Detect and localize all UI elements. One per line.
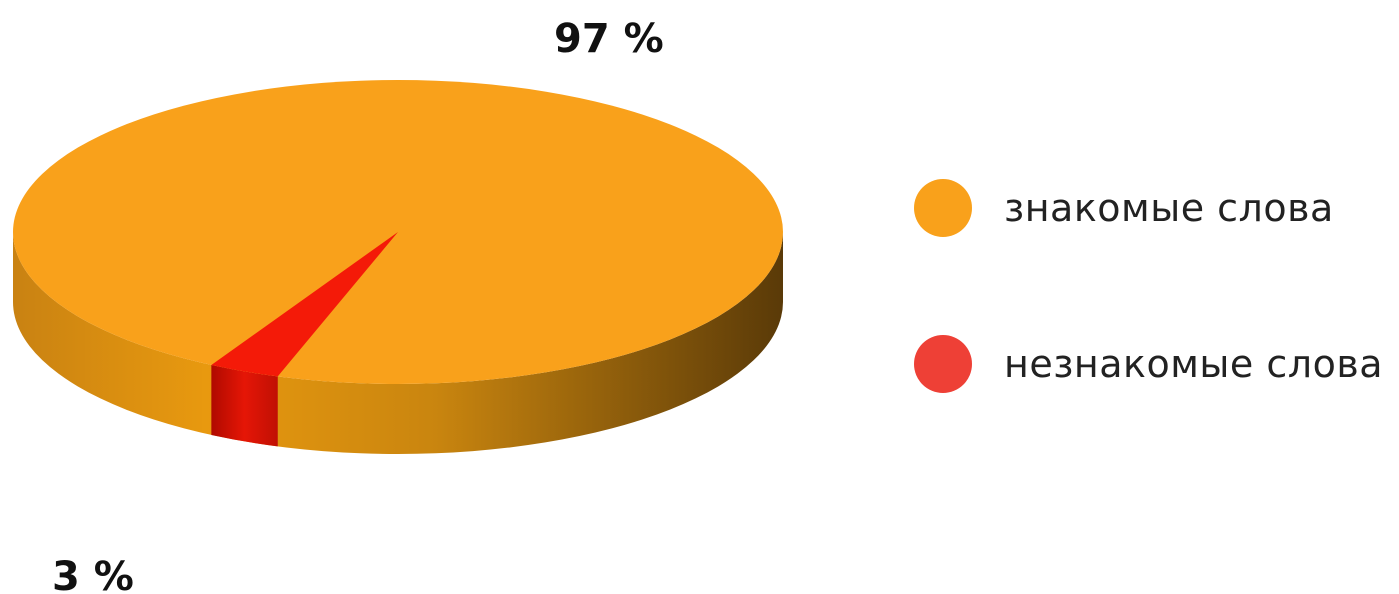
slice-side-known bbox=[13, 232, 783, 454]
slice-label-known: 97 % bbox=[554, 16, 664, 62]
pie-label-layer: 97 % 3 % bbox=[52, 16, 664, 594]
slice-top-unknown bbox=[211, 232, 398, 377]
legend-item-known: знакомые слова bbox=[914, 178, 1384, 238]
pie-layer bbox=[13, 80, 783, 454]
slice-label-unknown: 3 % bbox=[52, 554, 134, 594]
legend-swatch-unknown bbox=[914, 335, 972, 393]
legend-label-known: знакомые слова bbox=[1004, 186, 1334, 230]
legend-item-unknown: незнакомые слова bbox=[914, 334, 1384, 394]
legend-swatch-known bbox=[914, 179, 972, 237]
legend-label-unknown: незнакомые слова bbox=[1004, 342, 1384, 386]
legend: знакомые слова незнакомые слова bbox=[914, 178, 1384, 490]
slice-side-unknown bbox=[211, 364, 278, 447]
